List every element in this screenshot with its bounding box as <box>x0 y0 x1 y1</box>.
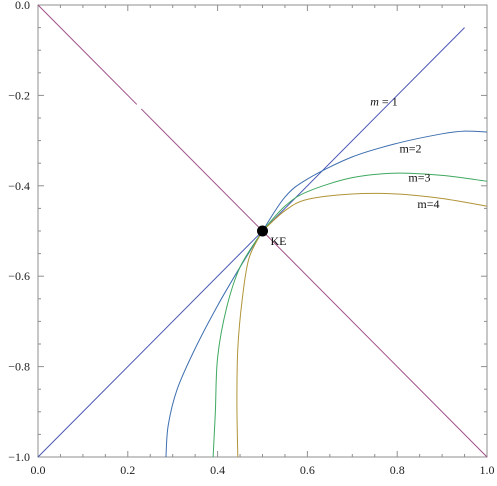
series-line-diagonal <box>37 4 138 105</box>
annotation-part: = 1 <box>379 95 398 109</box>
series-line-m3 <box>212 230 263 458</box>
x-tick-label: 0.8 <box>390 463 405 477</box>
series-line-m1 <box>37 27 465 458</box>
x-tick-label: 1.0 <box>480 463 495 477</box>
y-tick-label: −0.8 <box>8 360 30 374</box>
y-tick-label: −0.2 <box>8 88 30 102</box>
x-tick-label: 0.2 <box>120 463 135 477</box>
series-line-m3 <box>262 172 488 232</box>
annotation-m1: m = 1 <box>370 95 397 109</box>
x-tick-label: 0.6 <box>300 463 315 477</box>
ke-label: KE <box>271 234 287 248</box>
series-line-m2 <box>262 130 488 232</box>
y-tick-label: −0.6 <box>8 269 30 283</box>
x-tick-label: 0.0 <box>31 463 46 477</box>
ke-point <box>257 225 268 237</box>
y-tick-label: −1.0 <box>8 450 30 464</box>
annotation-m4: m=4 <box>417 197 439 211</box>
series-line-m2 <box>165 230 263 458</box>
annotation-part: m=3 <box>408 171 430 185</box>
y-tick-label: 0.0 <box>15 0 30 12</box>
series-line-m4 <box>236 230 263 458</box>
annotation-m2: m=2 <box>399 142 421 156</box>
annotation-part: m=2 <box>399 142 421 156</box>
y-tick-label: −0.4 <box>8 179 30 193</box>
series-line-diagonal <box>140 108 488 458</box>
annotation-m3: m=3 <box>408 171 430 185</box>
annotation-part: m <box>370 95 379 109</box>
annotation-part: m=4 <box>417 197 439 211</box>
series-line-m4 <box>262 192 488 232</box>
x-tick-label: 0.4 <box>210 463 225 477</box>
